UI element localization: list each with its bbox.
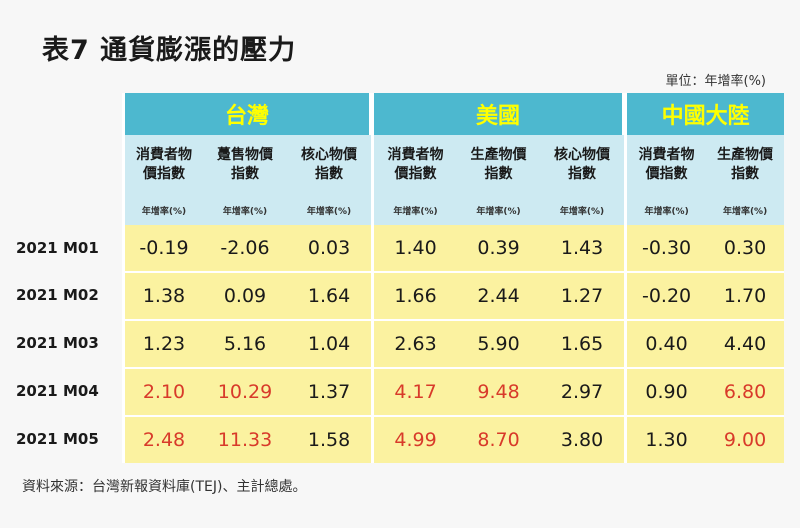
table-cell: 2.97 xyxy=(540,367,625,415)
table-cell: 1.27 xyxy=(540,271,625,319)
table-cell: 1.66 xyxy=(371,271,458,319)
unit-note: 單位：年增率(%) xyxy=(665,74,767,89)
table-cell: 5.90 xyxy=(457,319,541,367)
table-cell: 1.04 xyxy=(287,319,372,367)
table-cell: 2.10 xyxy=(122,367,203,415)
table-cell: 1.65 xyxy=(540,319,625,367)
table-cell: -2.06 xyxy=(203,225,287,271)
header-corner xyxy=(14,93,122,135)
table-cell: 10.29 xyxy=(203,367,287,415)
region-usa: 美國 xyxy=(371,93,625,135)
table-cell: 0.30 xyxy=(706,225,785,271)
table-cell: 2.44 xyxy=(457,271,541,319)
col-header-us-core: 核心物價 指數 xyxy=(540,135,625,195)
col-header-tw-core: 核心物價 指數 xyxy=(287,135,372,195)
col-header-tw-cpi: 消費者物 價指數 xyxy=(122,135,203,195)
row-label: 2021 M03 xyxy=(14,319,122,367)
table-cell: 8.70 xyxy=(457,415,541,463)
table-cell: 3.80 xyxy=(540,415,625,463)
table-cell: 9.48 xyxy=(457,367,541,415)
table-cell: 1.58 xyxy=(287,415,372,463)
table-cell: 1.38 xyxy=(122,271,203,319)
table-row: 2021 M03 1.23 5.16 1.04 2.63 5.90 1.65 0.40 4.40 xyxy=(14,319,785,367)
table-cell: 0.09 xyxy=(203,271,287,319)
page-title: 表7 通貨膨漲的壓力 xyxy=(42,35,297,66)
row-label: 2021 M01 xyxy=(14,225,122,271)
unit-cell: 年增率(%) xyxy=(371,195,458,225)
table-cell: 11.33 xyxy=(203,415,287,463)
col-header-cn-cpi: 消費者物 價指數 xyxy=(624,135,707,195)
table-body: 2021 M01 -0.19 -2.06 0.03 1.40 0.39 1.43 -0.30 0… xyxy=(14,225,785,463)
table-row: 2021 M01 -0.19 -2.06 0.03 1.40 0.39 1.43 -0.30 0… xyxy=(14,225,785,271)
table-cell: -0.19 xyxy=(122,225,203,271)
col-header-tw-wpi: 躉售物價 指數 xyxy=(203,135,287,195)
table-cell: 0.03 xyxy=(287,225,372,271)
region-header-row: 台灣 美國 中國大陸 xyxy=(14,93,785,135)
table-cell: 1.37 xyxy=(287,367,372,415)
inflation-table: 台灣 美國 中國大陸 消費者物 價指數 躉售物價 指數 核心物價 指數 消費者物 價指數… xyxy=(14,93,785,463)
table-row: 2021 M05 2.48 11.33 1.58 4.99 8.70 3.80 1.30 9.0… xyxy=(14,415,785,463)
unit-row: 年增率(%) 年增率(%) 年增率(%) 年增率(%) 年增率(%) 年增率(%… xyxy=(14,195,785,225)
unit-cell: 年增率(%) xyxy=(540,195,625,225)
table-cell: 0.40 xyxy=(624,319,707,367)
region-china: 中國大陸 xyxy=(624,93,785,135)
table-row: 2021 M02 1.38 0.09 1.64 1.66 2.44 1.27 -0.20 1.7… xyxy=(14,271,785,319)
unit-cell: 年增率(%) xyxy=(624,195,707,225)
table-cell: 4.40 xyxy=(706,319,785,367)
table-cell: 9.00 xyxy=(706,415,785,463)
unit-cell: 年增率(%) xyxy=(457,195,541,225)
unit-cell: 年增率(%) xyxy=(203,195,287,225)
table-cell: 4.99 xyxy=(371,415,458,463)
table-cell: 6.80 xyxy=(706,367,785,415)
table-cell: 5.16 xyxy=(203,319,287,367)
table-cell: 1.30 xyxy=(624,415,707,463)
table-cell: 0.39 xyxy=(457,225,541,271)
unit-cell: 年增率(%) xyxy=(706,195,785,225)
table-cell: 1.23 xyxy=(122,319,203,367)
table-cell: 0.90 xyxy=(624,367,707,415)
unit-cell: 年增率(%) xyxy=(122,195,203,225)
region-taiwan: 台灣 xyxy=(122,93,372,135)
table-cell: 1.70 xyxy=(706,271,785,319)
table-cell: 2.63 xyxy=(371,319,458,367)
table-cell: -0.30 xyxy=(624,225,707,271)
column-header-row: 消費者物 價指數 躉售物價 指數 核心物價 指數 消費者物 價指數 生產物價 指數 核心物… xyxy=(14,135,785,195)
table-cell: 2.48 xyxy=(122,415,203,463)
table-cell: 1.43 xyxy=(540,225,625,271)
source-note: 資料來源：台灣新報資料庫(TEJ)、主計總處。 xyxy=(22,479,307,495)
table-cell: 1.40 xyxy=(371,225,458,271)
col-header-us-cpi: 消費者物 價指數 xyxy=(371,135,458,195)
row-label: 2021 M02 xyxy=(14,271,122,319)
row-label: 2021 M04 xyxy=(14,367,122,415)
table-cell: 4.17 xyxy=(371,367,458,415)
col-header-cn-ppi: 生產物價 指數 xyxy=(706,135,785,195)
col-header-us-ppi: 生產物價 指數 xyxy=(457,135,541,195)
unit-cell: 年增率(%) xyxy=(287,195,372,225)
table-cell: 1.64 xyxy=(287,271,372,319)
row-label: 2021 M05 xyxy=(14,415,122,463)
table-cell: -0.20 xyxy=(624,271,707,319)
table-row: 2021 M04 2.10 10.29 1.37 4.17 9.48 2.97 0.90 6.8… xyxy=(14,367,785,415)
